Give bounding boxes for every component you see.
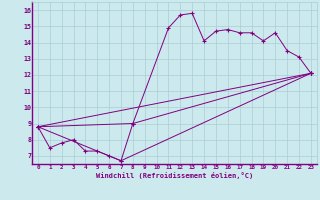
X-axis label: Windchill (Refroidissement éolien,°C): Windchill (Refroidissement éolien,°C) — [96, 172, 253, 179]
